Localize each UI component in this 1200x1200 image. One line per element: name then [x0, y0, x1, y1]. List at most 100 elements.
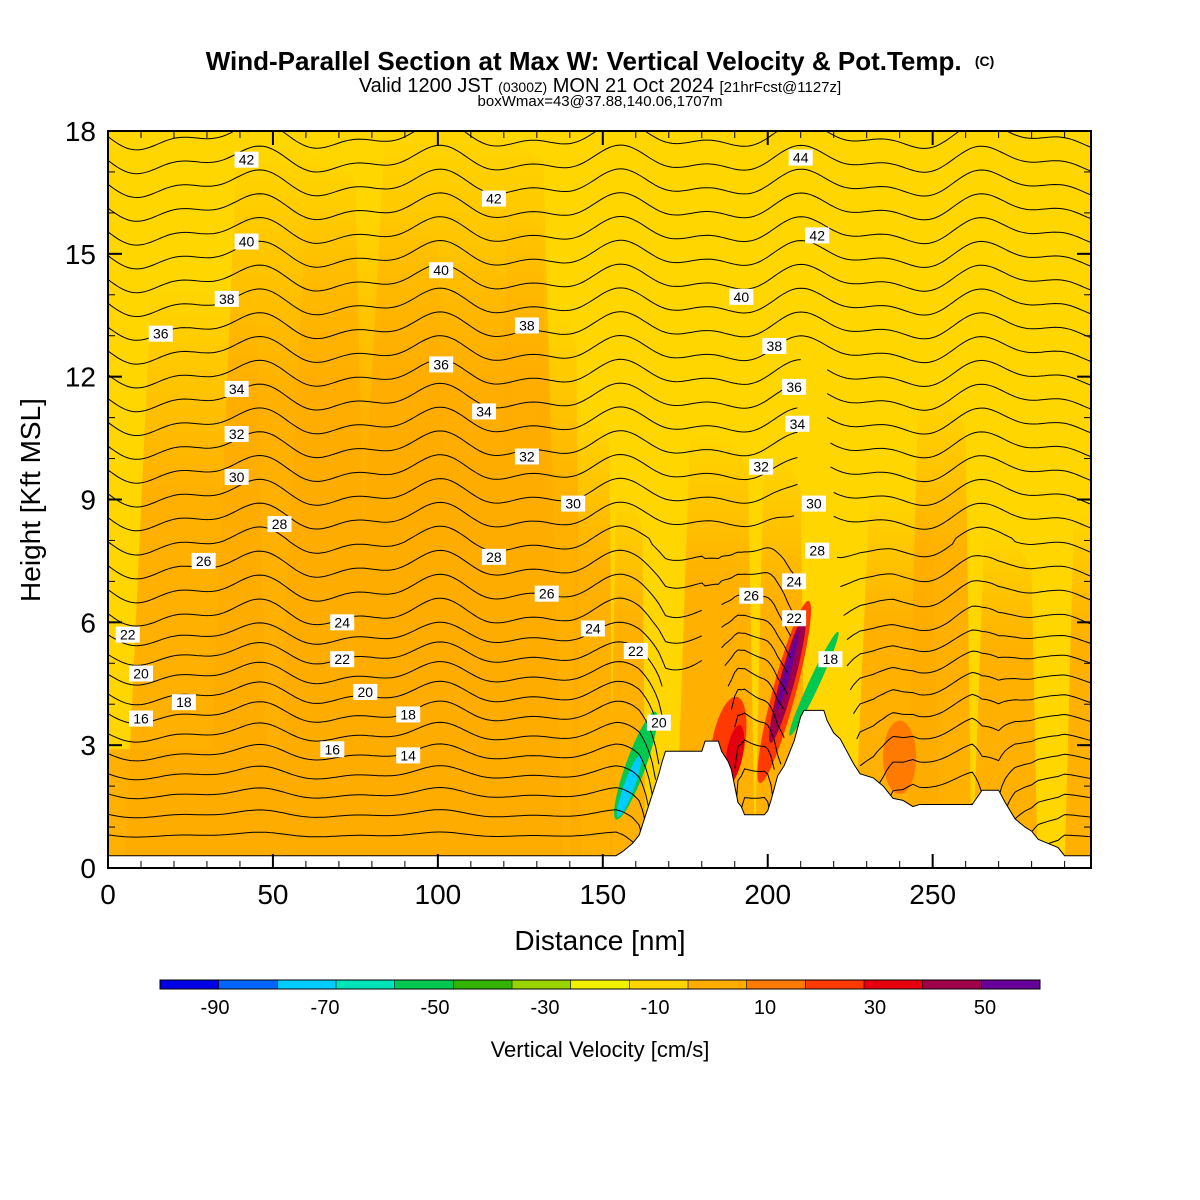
contour-label: 42 — [234, 151, 259, 168]
contour-label-text: 30 — [229, 469, 245, 485]
theta-contour — [108, 382, 1091, 413]
contour-label-text: 26 — [743, 588, 759, 604]
theta-contour — [108, 641, 1091, 695]
theta-contour — [108, 765, 1091, 843]
contour-label-text: 38 — [519, 317, 535, 333]
x-tick-label: 250 — [909, 879, 956, 910]
contour-label: 38 — [762, 337, 787, 354]
y-tick-label: 0 — [80, 853, 96, 884]
subtitle-date: MON 21 Oct 2024 — [553, 75, 714, 97]
colorbar-frame — [159, 979, 1041, 990]
contour-label: 42 — [481, 190, 506, 207]
contour-label: 40 — [234, 233, 259, 250]
contour-label: 26 — [534, 585, 559, 602]
colorbar-segment — [864, 980, 924, 989]
colorbar-segment — [805, 980, 865, 989]
theta-contour — [108, 334, 1091, 365]
x-axis: 0 50 100 150 200 250 — [100, 131, 1066, 910]
theta-contour — [108, 287, 1091, 318]
x-tick-label: 100 — [415, 879, 462, 910]
theta-contour — [108, 680, 1091, 740]
contour-label: 34 — [472, 403, 497, 420]
contour-label-text: 18 — [176, 694, 192, 710]
contour-label: 20 — [646, 714, 671, 731]
contour-label-text: 20 — [358, 684, 374, 700]
colorbar-segment — [277, 980, 337, 989]
contour-label: 24 — [580, 620, 605, 637]
contour-label: 26 — [191, 552, 216, 569]
theta-contour — [108, 501, 1091, 532]
contour-label: 36 — [148, 325, 173, 342]
y-tick-label: 18 — [65, 116, 96, 147]
contour-label-text: 32 — [229, 426, 245, 442]
contour-label-text: 20 — [651, 715, 667, 731]
contour-label-text: 22 — [628, 643, 644, 659]
contour-label: 32 — [749, 458, 774, 475]
y-tick-label: 12 — [65, 362, 96, 393]
theta-contour — [108, 216, 1091, 246]
contour-label-text: 30 — [565, 496, 581, 512]
colorbar-segment — [453, 980, 513, 989]
contour-label-text: 18 — [823, 651, 839, 667]
colorbar-tick-label: -70 — [311, 997, 340, 1019]
contour-label-text: 26 — [196, 553, 212, 569]
theta-contour — [108, 597, 1091, 659]
contour-label: 34 — [785, 415, 810, 432]
velocity-core — [616, 755, 642, 817]
contour-label-text: 34 — [790, 416, 806, 432]
contour-label-text: 28 — [809, 543, 825, 559]
contour-label: 30 — [224, 468, 249, 485]
terrain — [108, 709, 1091, 868]
theta-contour — [108, 700, 1091, 767]
contour-label-text: 16 — [325, 741, 341, 757]
contour-label-text: 18 — [400, 706, 416, 722]
y-tick-label: 9 — [80, 485, 96, 516]
contour-label: 30 — [561, 495, 586, 512]
contour-label: 24 — [782, 573, 807, 590]
contour-label-text: 40 — [433, 262, 449, 278]
contour-label: 22 — [330, 651, 355, 668]
contour-label-text: 40 — [734, 289, 750, 305]
contour-label: 38 — [514, 317, 539, 334]
theta-contour — [108, 430, 1091, 460]
theta-contour — [108, 192, 1091, 222]
y-tick-label: 6 — [80, 607, 96, 638]
colorbar-segment — [218, 980, 278, 989]
contour-label: 20 — [353, 683, 378, 700]
contour-label: 36 — [782, 378, 807, 395]
x-tick-label: 150 — [579, 879, 626, 910]
contour-label-text: 38 — [767, 338, 783, 354]
subtitle-valid: Valid 1200 JST — [359, 75, 493, 97]
contour-label: 28 — [267, 516, 292, 533]
chart-title: Wind-Parallel Section at Max W: Vertical… — [206, 46, 995, 76]
theta-contour — [108, 263, 1091, 294]
contour-label: 28 — [481, 548, 506, 565]
updraft-streak — [906, 391, 972, 868]
contour-label-text: 42 — [809, 227, 825, 243]
contour-label-text: 40 — [239, 234, 255, 250]
theta-contour — [108, 358, 1091, 389]
contour-label: 22 — [782, 610, 807, 627]
subtitle-forecast: [21hrFcst@1127z] — [720, 79, 842, 96]
theta-contour — [108, 144, 1091, 175]
colorbar-segment — [160, 980, 220, 989]
x-axis-label: Distance [nm] — [514, 925, 685, 956]
theta-contour — [108, 661, 1091, 717]
y-axis: 0 36 9 12 15 18 — [65, 116, 1091, 884]
colorbar: -90 -70 -50 -30 -10 10 30 50 — [159, 979, 1041, 1019]
contour-label-text: 32 — [519, 449, 535, 465]
colorbar-segment — [570, 980, 630, 989]
colorbar-label: Vertical Velocity [cm/s] — [491, 1037, 710, 1062]
contour-labels: 42 44 42 40 42 40 38 40 38 36 38 36 34 36 34 34 32 32 32 30… — [115, 149, 843, 764]
y-tick-label: 15 — [65, 239, 96, 270]
contour-label: 16 — [128, 710, 153, 727]
contour-label-text: 42 — [486, 191, 502, 207]
colorbar-segment — [746, 980, 806, 989]
colorbar-tick-label: -90 — [201, 997, 230, 1019]
contour-label-text: 24 — [585, 620, 601, 636]
contour-label-text: 34 — [229, 381, 245, 397]
contour-label: 22 — [115, 626, 140, 643]
contour-label-text: 34 — [476, 403, 492, 419]
updraft-streak — [411, 248, 521, 868]
contour-label: 28 — [805, 542, 830, 559]
